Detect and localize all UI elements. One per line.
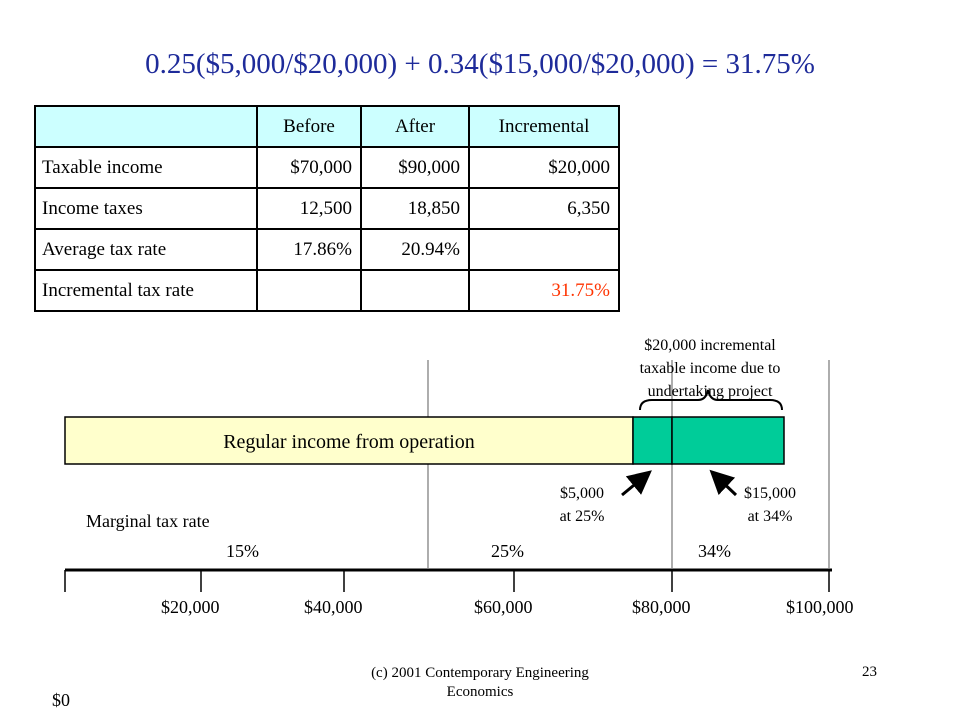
row-label: Average tax rate (34, 228, 258, 271)
before-value: $70,000 (256, 146, 362, 189)
footer-credit-line: Economics (446, 684, 514, 700)
note-line: at 34% (747, 508, 793, 525)
before-value: 17.86% (256, 228, 362, 271)
note-line: $15,000 (744, 485, 796, 502)
marginal-tax-rate-label: Marginal tax rate (86, 511, 210, 531)
header-cell-after: After (360, 105, 470, 148)
increment-segment-34 (671, 416, 785, 465)
table-row: Income taxes 12,500 18,850 6,350 (34, 187, 620, 230)
tax-comparison-table: Before After Incremental Taxable income … (34, 105, 620, 312)
bar-label: Regular income from operation (223, 431, 475, 453)
incremental-value (468, 228, 620, 271)
arrow-left (621, 470, 652, 497)
axis-label-0: $0 (52, 690, 70, 710)
brace-label: $20,000 incremental taxable income due t… (595, 334, 825, 403)
before-value: 12,500 (256, 187, 362, 230)
rate-34: 34% (698, 541, 731, 561)
note-15000-at-34: $15,000 at 34% (724, 482, 816, 528)
formula-heading: 0.25($5,000/$20,000) + 0.34($15,000/$20,… (145, 48, 815, 80)
row-label: Taxable income (34, 146, 258, 189)
curly-brace (639, 389, 783, 411)
header-cell-before: Before (256, 105, 362, 148)
footer-credit: (c) 2001 Contemporary Engineering Econom… (300, 664, 660, 702)
table-row: Incremental tax rate 31.75% (34, 269, 620, 312)
arrow-right (709, 469, 738, 497)
axis-label-60000: $60,000 (474, 597, 533, 617)
axis-label-100000: $100,000 (786, 597, 854, 617)
rate-15: 15% (226, 541, 259, 561)
axis-label-40000: $40,000 (304, 597, 363, 617)
row-label: Incremental tax rate (34, 269, 258, 312)
note-line: at 25% (559, 508, 605, 525)
after-value: 18,850 (360, 187, 470, 230)
axis-label-80000: $80,000 (632, 597, 691, 617)
incremental-value: $20,000 (468, 146, 620, 189)
rate-25: 25% (491, 541, 524, 561)
note-line: $5,000 (560, 485, 604, 502)
incremental-tax-rate-value: 31.75% (468, 269, 620, 312)
incremental-value: 6,350 (468, 187, 620, 230)
page-number: 23 (862, 664, 877, 680)
header-cell-blank (34, 105, 258, 148)
row-label: Income taxes (34, 187, 258, 230)
table-header-row: Before After Incremental (34, 105, 620, 148)
after-value (360, 269, 470, 312)
note-5000-at-25: $5,000 at 25% (536, 482, 628, 528)
after-value: $90,000 (360, 146, 470, 189)
footer-credit-line: (c) 2001 Contemporary Engineering (371, 665, 589, 681)
after-value: 20.94% (360, 228, 470, 271)
increment-segment-25 (632, 416, 673, 465)
header-cell-incremental: Incremental (468, 105, 620, 148)
brace-label-line: taxable income due to (639, 360, 781, 377)
brace-label-line: undertaking project (647, 383, 773, 400)
table-row: Taxable income $70,000 $90,000 $20,000 (34, 146, 620, 189)
before-value (256, 269, 362, 312)
regular-income-bar (64, 416, 634, 465)
table-row: Average tax rate 17.86% 20.94% (34, 228, 620, 271)
axis-label-20000: $20,000 (161, 597, 220, 617)
brace-label-line: $20,000 incremental (644, 337, 776, 354)
